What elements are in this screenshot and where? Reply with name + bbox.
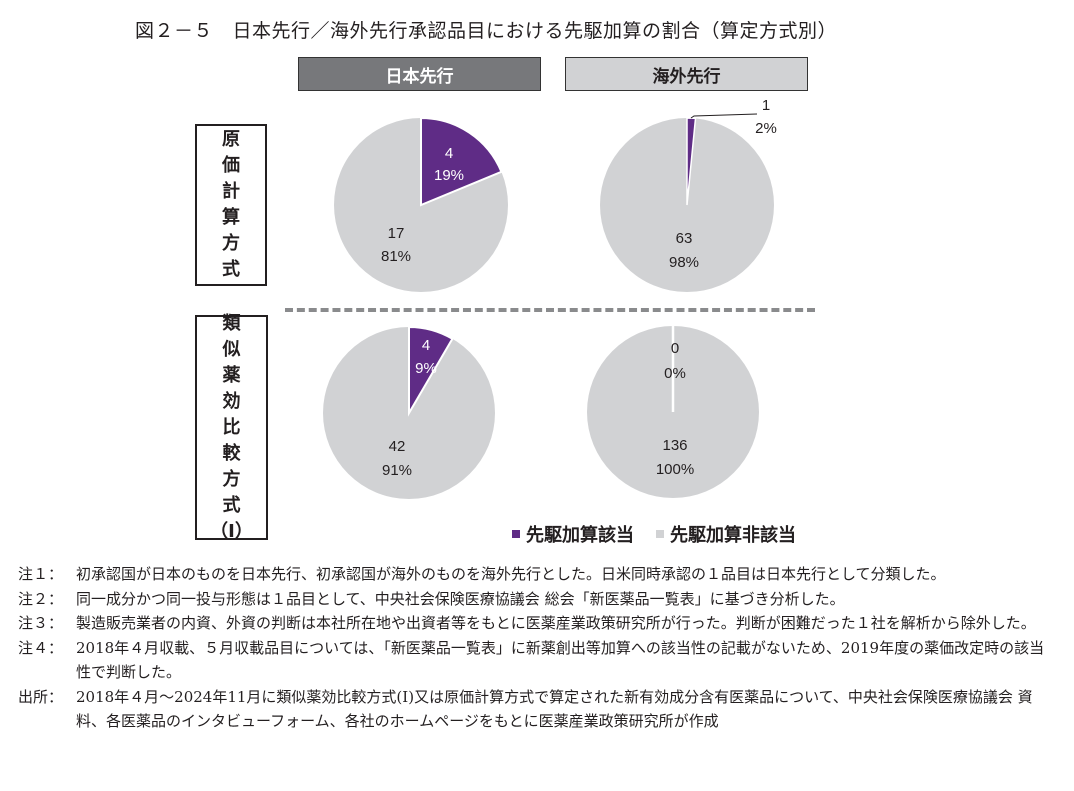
legend-label: 先駆加算該当: [526, 525, 634, 546]
row-label-char: 原: [222, 129, 240, 150]
slice-percent: 91%: [382, 462, 412, 479]
pie-cost-overseas: 1 2% 63 98%: [600, 97, 777, 292]
legend-swatch-icon: [512, 530, 520, 538]
slice-applicable: [420, 116, 503, 207]
slice-applicable: [408, 325, 454, 417]
row-label-char: 較: [222, 442, 241, 464]
row-label-char: （Ⅰ）: [210, 520, 253, 542]
slice-count: 4: [445, 145, 453, 162]
row-label-char: 効: [222, 390, 241, 412]
slice-count: 63: [676, 230, 693, 247]
footnote-key: 注１：: [18, 565, 64, 583]
footnote-text: 2018年４月収載、５月収載品目については、「新医薬品一覧表」に新薬創出等加算へ…: [76, 638, 1045, 682]
leader-line: [690, 113, 758, 119]
footnotes: 注１： 初承認国が日本のものを日本先行、初承認国が海外のものを海外先行とした。日…: [18, 562, 1058, 734]
source-note: 出所： 2018年４月～2024年11月に類似薬効比較方式(Ⅰ)又は原価計算方式…: [18, 685, 1058, 734]
row-label-char: 計: [222, 181, 240, 202]
slice-count: 136: [662, 437, 687, 454]
slice-percent: 100%: [656, 461, 694, 478]
footnote-key: 注３：: [18, 614, 64, 632]
row-label-char: 方: [222, 233, 240, 254]
row-label-char: 似: [222, 338, 241, 360]
slice-percent: 19%: [434, 167, 464, 184]
row-label-similar-efficacy-comparison: 類 似 薬 効 比 較 方 式 （Ⅰ）: [195, 313, 268, 542]
chart-title: 図２－５ 日本先行／海外先行承認品目における先駆加算の割合（算定方式別）: [135, 20, 838, 42]
footnote: 注１： 初承認国が日本のものを日本先行、初承認国が海外のものを海外先行とした。日…: [18, 562, 1058, 587]
footnote-text: 初承認国が日本のものを日本先行、初承認国が海外のものを海外先行とした。日米同時承…: [76, 565, 946, 583]
slice-count: 0: [671, 340, 679, 357]
pie-similar-overseas: 0 0% 136 100%: [587, 326, 759, 498]
footnote-text: 2018年４月～2024年11月に類似薬効比較方式(Ⅰ)又は原価計算方式で算定さ…: [76, 687, 1033, 731]
column-header-overseas-first: 海外先行: [565, 57, 808, 91]
pie-similar-japan: 4 9% 42 91%: [323, 325, 495, 499]
legend-label: 先駆加算非該当: [670, 525, 796, 546]
pie-cost-japan: 4 19% 17 81%: [334, 116, 508, 292]
row-label-char: 類: [222, 312, 241, 334]
column-header-japan-first: 日本先行: [298, 57, 541, 91]
row-divider: [285, 308, 815, 312]
row-label-char: 比: [222, 416, 241, 438]
row-label-char: 算: [222, 207, 240, 228]
footnote: 注４： 2018年４月収載、５月収載品目については、「新医薬品一覧表」に新薬創出…: [18, 636, 1058, 685]
slice-percent: 81%: [381, 248, 411, 265]
slice-percent: 9%: [415, 360, 437, 377]
slice-percent: 98%: [669, 254, 699, 271]
row-label-char: 方: [222, 468, 241, 490]
row-label-char: 薬: [222, 364, 241, 386]
legend-item-applicable: 先駆加算該当: [512, 521, 634, 547]
row-label-cost-calculation: 原 価 計 算 方 式: [195, 124, 267, 286]
footnote-text: 同一成分かつ同一投与形態は１品目として、中央社会保険医療協議会 総会「新医薬品一…: [76, 589, 845, 608]
footnote-key: 出所：: [18, 687, 64, 706]
row-label-char: 式: [222, 259, 240, 280]
row-label-char: 価: [222, 155, 240, 176]
legend-item-not-applicable: 先駆加算非該当: [656, 521, 796, 547]
slice-percent: 2%: [755, 120, 777, 137]
slice-percent: 0%: [664, 365, 686, 382]
slice-count: 17: [388, 225, 405, 242]
pie-charts: 4 19% 17 81% 1 2% 63 98% 4 9% 42 91% 0 0…: [323, 97, 777, 499]
row-label-char: 式: [222, 494, 241, 516]
legend-swatch-icon: [656, 530, 664, 538]
footnote: 注３： 製造販売業者の内資、外資の判断は本社所在地や出資者等をもとに医薬産業政策…: [18, 611, 1058, 636]
slice-count: 42: [389, 438, 406, 455]
footnote-text: 製造販売業者の内資、外資の判断は本社所在地や出資者等をもとに医薬産業政策研究所が…: [76, 614, 1036, 632]
footnote-key: 注２：: [18, 589, 64, 608]
slice-count: 4: [422, 337, 430, 354]
footnote: 注２： 同一成分かつ同一投与形態は１品目として、中央社会保険医療協議会 総会「新…: [18, 587, 1058, 612]
footnote-key: 注４：: [18, 638, 64, 657]
slice-count: 1: [762, 97, 770, 114]
legend: 先駆加算該当 先駆加算非該当: [512, 521, 818, 547]
